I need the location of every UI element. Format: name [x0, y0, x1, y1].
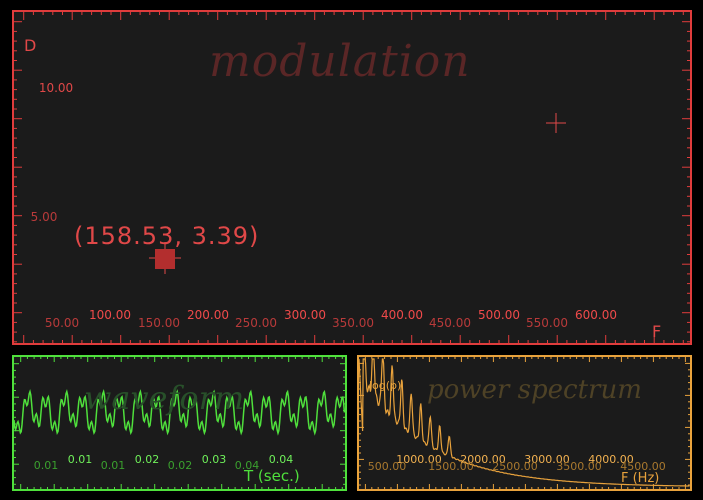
x-tick-label: 450.00 — [429, 316, 471, 330]
x-tick-label: 0.04 — [269, 453, 294, 466]
coordinate-readout: (158.53, 3.39) — [74, 222, 259, 250]
x-tick-label: 0.01 — [68, 453, 93, 466]
x-tick-label: 300.00 — [284, 308, 326, 322]
waveform-title: waveform — [84, 379, 244, 417]
modulation-panel[interactable]: modulation D F 10.00 5.00 100.00 200.00 … — [12, 10, 692, 345]
x-tick-label: 500.00 — [478, 308, 520, 322]
x-tick-label: 200.00 — [187, 308, 229, 322]
x-tick-label: 0.02 — [135, 453, 160, 466]
x-axis-label: T (sec.) — [244, 467, 300, 485]
x-tick-label: 500.00 — [368, 460, 407, 473]
x-axis-label: F (Hz) — [621, 471, 659, 486]
y-axis-label: log(p) — [369, 379, 401, 392]
spectrum-title: power spectrum — [427, 375, 642, 405]
x-tick-label: 3500.00 — [556, 460, 602, 473]
x-tick-label: 150.00 — [138, 316, 180, 330]
spectrum-panel[interactable]: power spectrum log(p) 1000.00 2000.00 30… — [357, 355, 692, 491]
y-axis-label: D — [24, 36, 36, 55]
x-tick-label: 2500.00 — [492, 460, 538, 473]
x-tick-label: 0.01 — [34, 459, 59, 472]
x-tick-label: 400.00 — [381, 308, 423, 322]
x-tick-label: 350.00 — [332, 316, 374, 330]
x-tick-label: 50.00 — [45, 316, 79, 330]
x-tick-label: 1500.00 — [428, 460, 474, 473]
modulation-title: modulation — [209, 36, 471, 87]
x-tick-label: 100.00 — [89, 308, 131, 322]
x-tick-label: 0.03 — [202, 453, 227, 466]
x-axis-label: F — [652, 322, 661, 341]
x-tick-label: 250.00 — [235, 316, 277, 330]
x-tick-label: 550.00 — [526, 316, 568, 330]
crosshair-icon — [546, 113, 566, 133]
y-tick-label: 5.00 — [31, 210, 58, 224]
y-tick-label: 10.00 — [39, 81, 73, 95]
x-tick-label: 0.02 — [168, 459, 193, 472]
waveform-panel[interactable]: waveform 0.01 0.02 0.03 0.04 0.01 0.01 0… — [12, 355, 347, 491]
cursor-handle[interactable] — [155, 249, 175, 269]
x-tick-label: 600.00 — [575, 308, 617, 322]
x-tick-label: 0.01 — [101, 459, 126, 472]
